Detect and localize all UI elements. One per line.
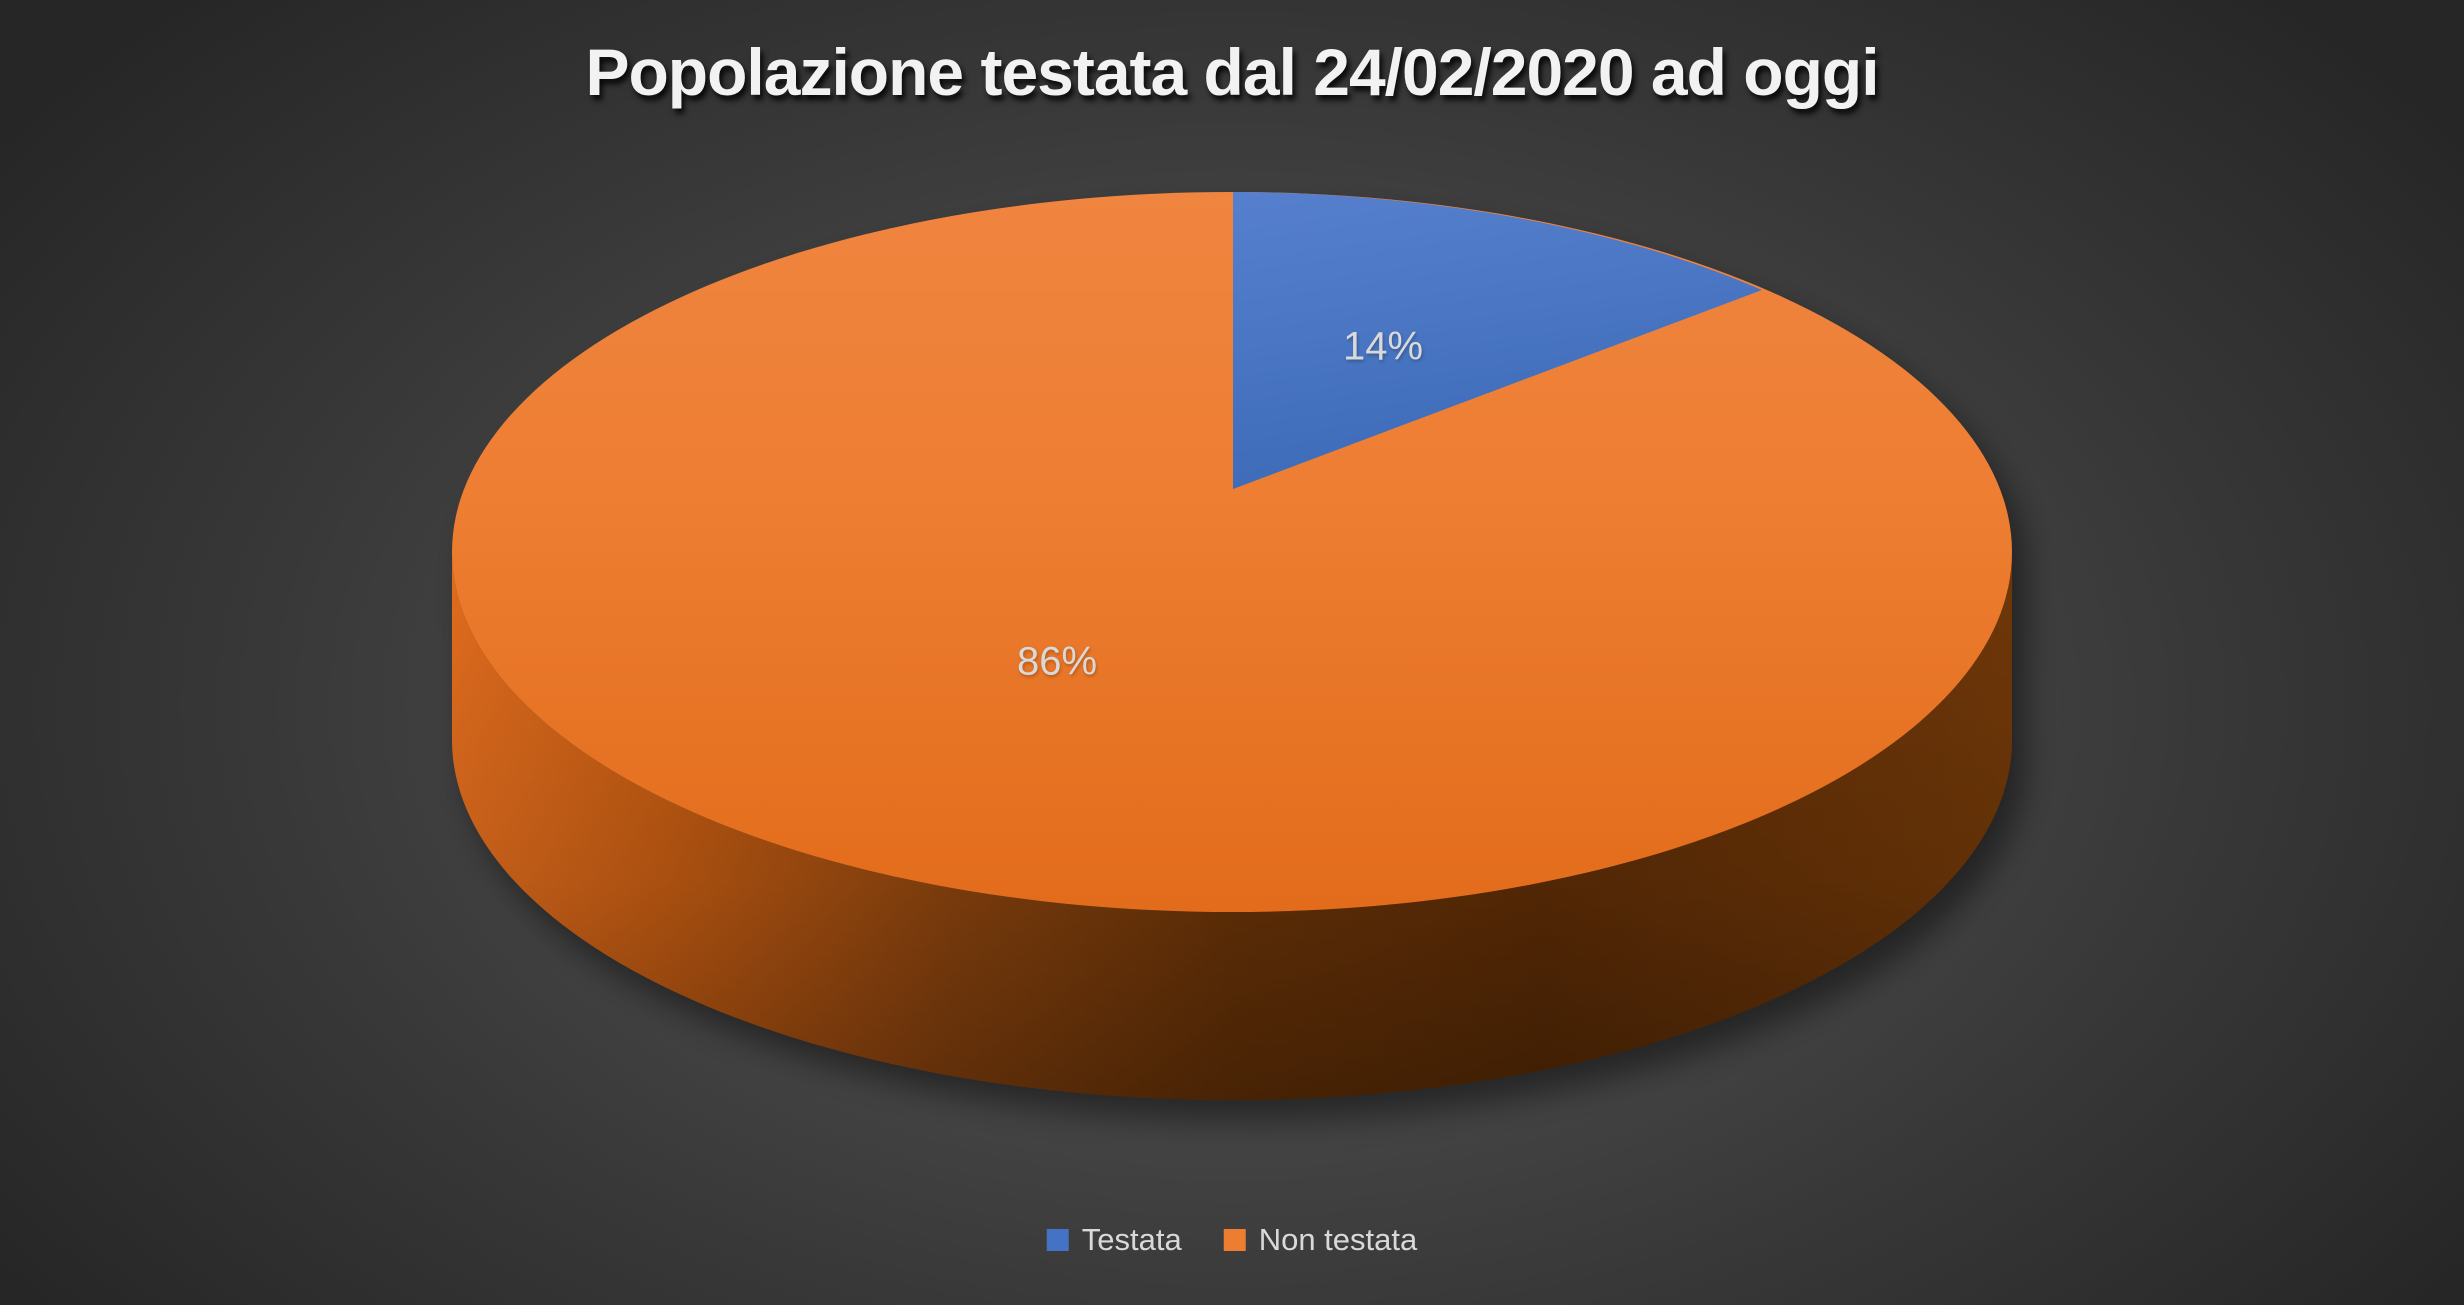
- data-label-testata: 14%: [1342, 324, 1424, 369]
- pie-slice-non-testata[interactable]: [452, 192, 2012, 912]
- legend-swatch-testata: [1046, 1229, 1069, 1251]
- data-label-non-testata: 86%: [1016, 639, 1098, 684]
- legend-item-testata[interactable]: Testata: [1046, 1222, 1182, 1258]
- legend-label-non-testata: Non testata: [1258, 1222, 1418, 1257]
- chart-title: Popolazione testata dal 24/02/2020 ad og…: [585, 35, 1879, 109]
- legend-label-testata: Testata: [1081, 1222, 1182, 1257]
- pie-side-wall-shading: [452, 552, 2012, 1100]
- legend-swatch-non-testata: [1223, 1229, 1246, 1251]
- chart-legend: Testata Non testata: [1046, 1222, 1418, 1258]
- pie-slice-testata[interactable]: [1233, 192, 1762, 489]
- legend-item-non-testata[interactable]: Non testata: [1223, 1222, 1418, 1258]
